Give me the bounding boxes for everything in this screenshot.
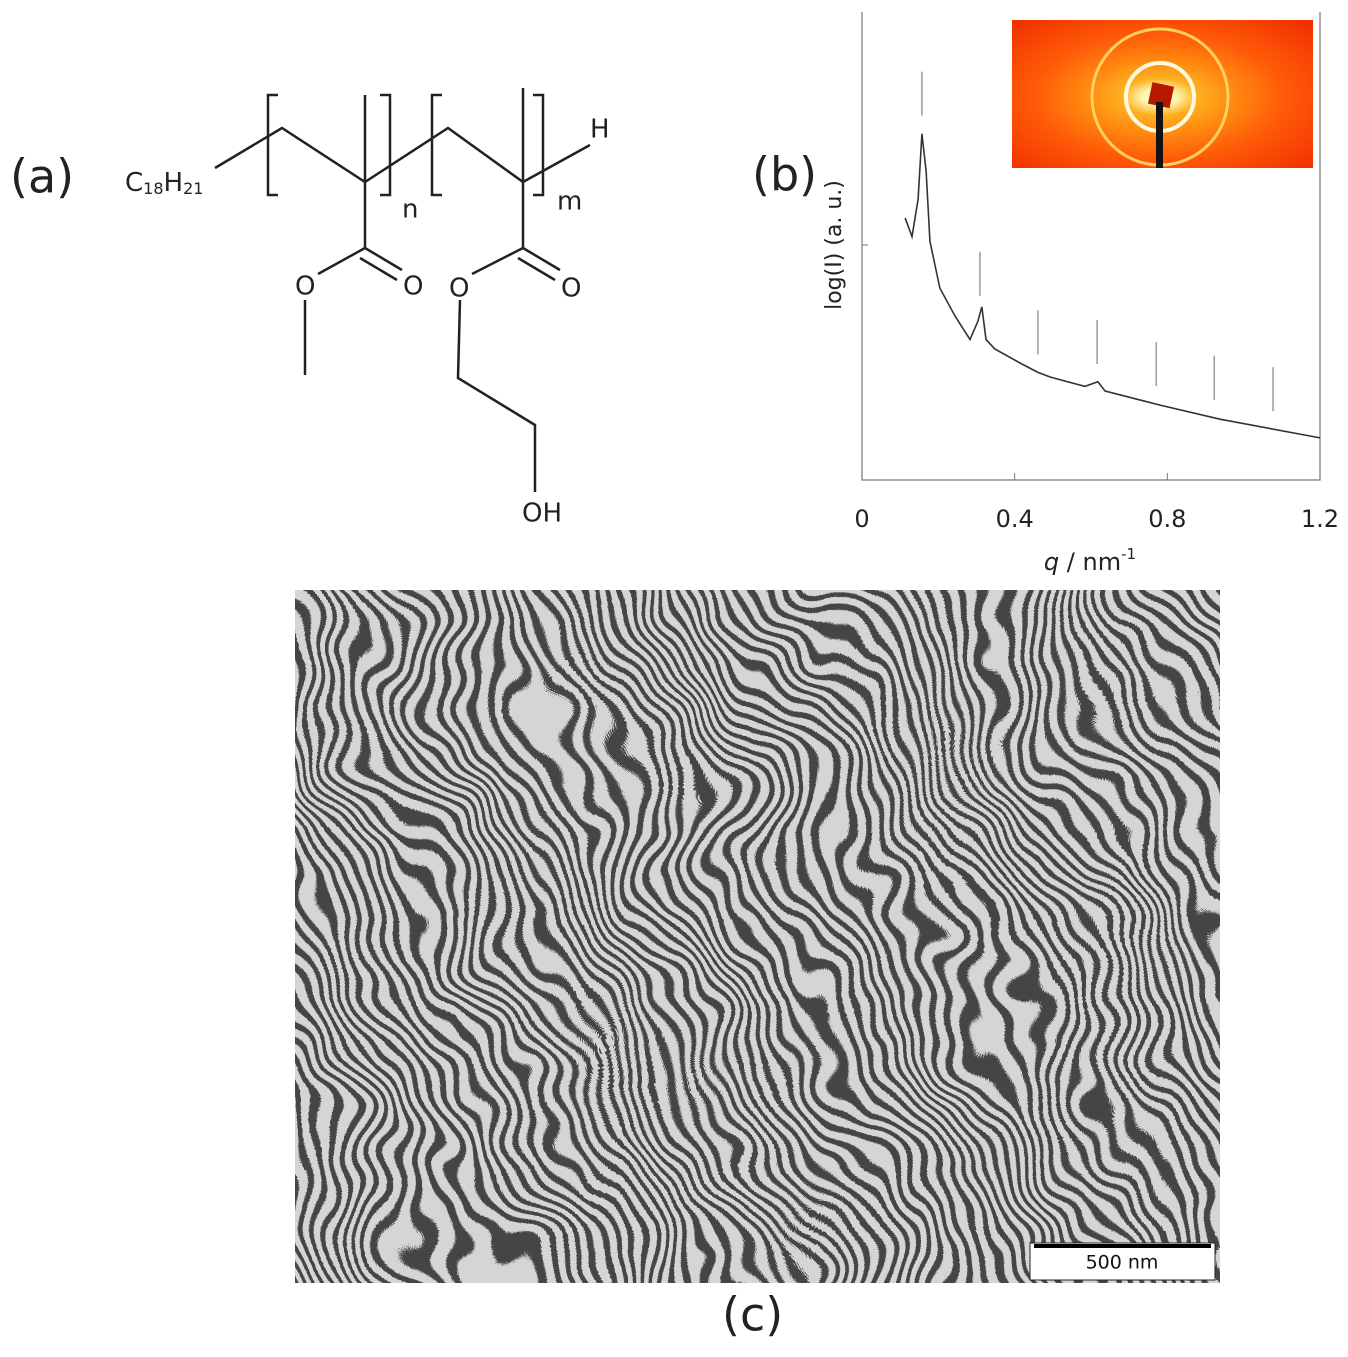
saxs-pattern bbox=[1012, 20, 1313, 168]
tem-micrograph: 500 nm bbox=[200, 500, 1320, 1353]
atom-label: OH bbox=[522, 499, 562, 529]
end-group: C18H21 bbox=[125, 168, 203, 198]
x-tick-label: 0 bbox=[854, 505, 869, 533]
panel-label: (b) bbox=[752, 148, 817, 202]
y-axis-label: log(I) (a. u.) bbox=[822, 180, 847, 310]
atom-label: O bbox=[449, 274, 469, 304]
x-tick-label: 0.4 bbox=[996, 505, 1034, 533]
x-tick-label: 0.8 bbox=[1148, 505, 1186, 533]
line bbox=[905, 134, 1320, 438]
x-axis-label: q / nm-1 bbox=[1044, 545, 1136, 577]
chemical-structure: C18H21 H n m O O O O OH bbox=[125, 88, 610, 529]
atom-label: O bbox=[403, 272, 423, 302]
figure: (a) (b) (c) C18H21 H n m O O O O OH 500 … bbox=[0, 0, 1348, 1353]
x-tick-label: 1.2 bbox=[1301, 505, 1339, 533]
atom-label: H bbox=[590, 115, 610, 145]
panel-label: (c) bbox=[722, 1288, 783, 1342]
atom-label: O bbox=[561, 274, 581, 304]
panel-label: (a) bbox=[10, 150, 74, 204]
repeat-label: m bbox=[557, 187, 582, 217]
atom-label: O bbox=[295, 272, 315, 302]
scale-bar-label: 500 nm bbox=[1086, 1252, 1159, 1274]
repeat-label: n bbox=[402, 195, 418, 225]
